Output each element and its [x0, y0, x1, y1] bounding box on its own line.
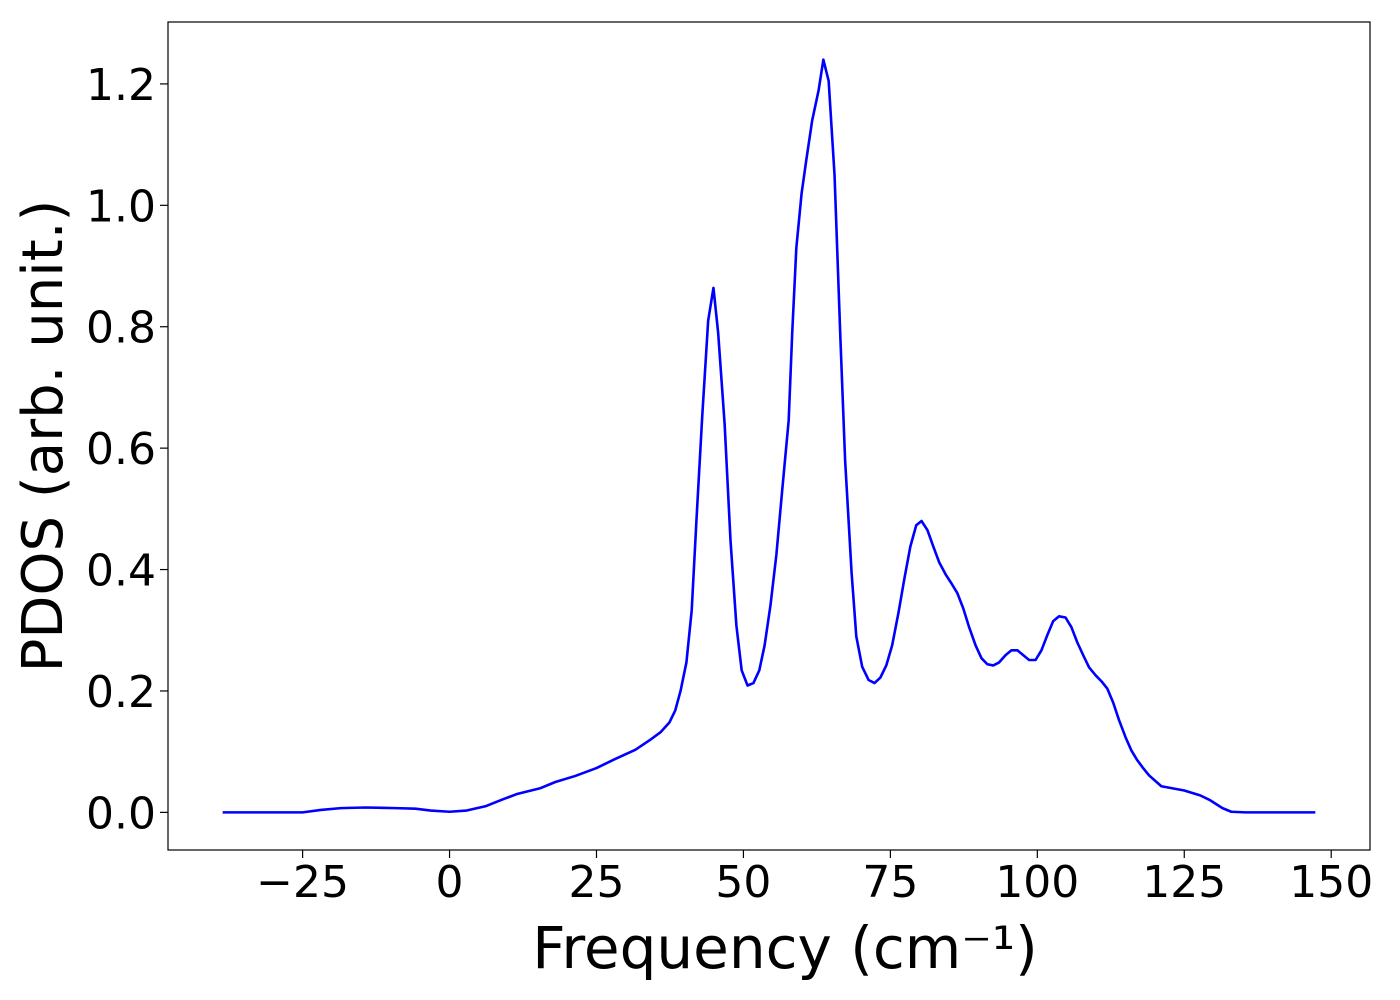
y-tick-label: 0.4: [86, 546, 156, 597]
y-tick-label: 0.6: [86, 424, 156, 475]
x-tick-label: 100: [995, 857, 1079, 908]
x-tick-label: −25: [256, 857, 349, 908]
x-tick-label: 50: [715, 857, 771, 908]
x-tick-label: 0: [436, 857, 464, 908]
x-tick-label: 75: [862, 857, 918, 908]
x-tick-label: 25: [568, 857, 624, 908]
line-series: [222, 58, 1316, 814]
x-tick-label: 125: [1142, 857, 1226, 908]
y-tick-label: 0.8: [86, 303, 156, 354]
y-axis-label: PDOS (arb. unit.): [11, 200, 76, 673]
plot-frame: [167, 21, 1371, 851]
y-tick-label: 1.2: [86, 60, 156, 111]
y-tick-label: 0.0: [86, 788, 156, 839]
x-tick-label: 150: [1289, 857, 1373, 908]
y-tick-label: 0.2: [86, 667, 156, 718]
x-axis-label: Frequency (cm⁻¹): [532, 914, 1038, 982]
y-tick-label: 1.0: [86, 181, 156, 232]
